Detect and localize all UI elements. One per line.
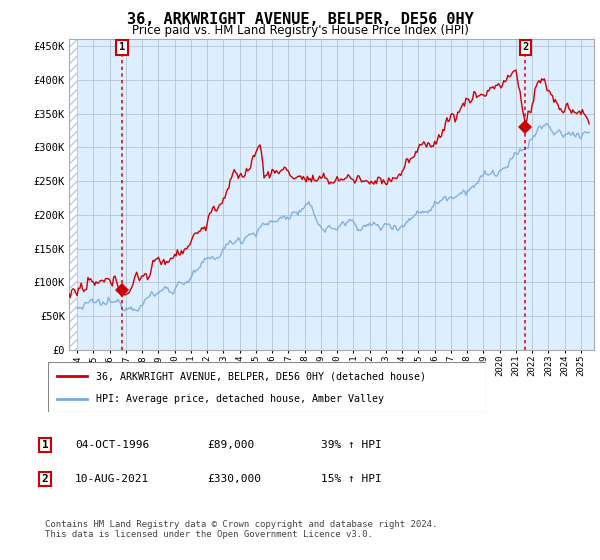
Text: 36, ARKWRIGHT AVENUE, BELPER, DE56 0HY: 36, ARKWRIGHT AVENUE, BELPER, DE56 0HY	[127, 12, 473, 27]
Text: 15% ↑ HPI: 15% ↑ HPI	[321, 474, 382, 484]
Text: 36, ARKWRIGHT AVENUE, BELPER, DE56 0HY (detached house): 36, ARKWRIGHT AVENUE, BELPER, DE56 0HY (…	[96, 371, 426, 381]
Text: HPI: Average price, detached house, Amber Valley: HPI: Average price, detached house, Ambe…	[96, 394, 384, 404]
Text: 39% ↑ HPI: 39% ↑ HPI	[321, 440, 382, 450]
Text: £89,000: £89,000	[207, 440, 254, 450]
Text: 10-AUG-2021: 10-AUG-2021	[75, 474, 149, 484]
FancyBboxPatch shape	[48, 362, 486, 412]
Text: 2: 2	[41, 474, 49, 484]
Text: 1: 1	[119, 43, 125, 52]
Text: 2: 2	[522, 43, 529, 52]
Text: Price paid vs. HM Land Registry's House Price Index (HPI): Price paid vs. HM Land Registry's House …	[131, 24, 469, 36]
Text: 1: 1	[41, 440, 49, 450]
Text: 04-OCT-1996: 04-OCT-1996	[75, 440, 149, 450]
Text: £330,000: £330,000	[207, 474, 261, 484]
Text: Contains HM Land Registry data © Crown copyright and database right 2024.
This d: Contains HM Land Registry data © Crown c…	[45, 520, 437, 539]
